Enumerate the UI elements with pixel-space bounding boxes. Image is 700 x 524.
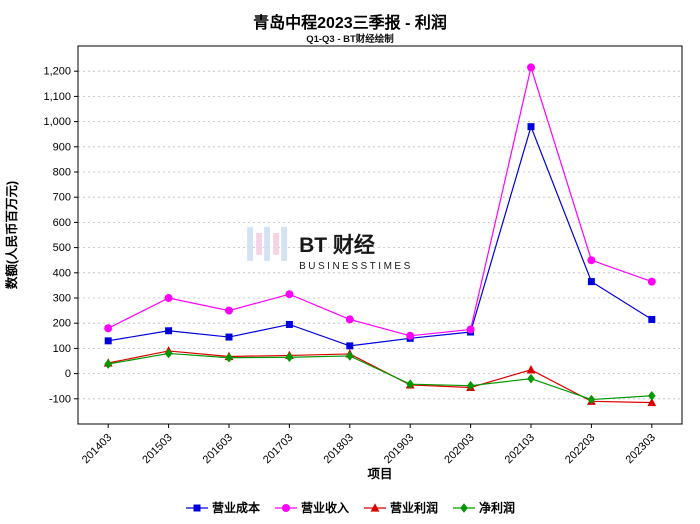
marker-diamond: [346, 351, 354, 361]
y-tick-label: 600: [53, 217, 71, 229]
x-tick-label: 202303: [623, 432, 657, 466]
y-tick-label: 900: [53, 141, 71, 153]
legend-marker-icon: [453, 502, 476, 513]
y-tick-label: 1,200: [43, 66, 71, 78]
y-tick-label: 400: [53, 267, 71, 279]
legend-item: 营业利润: [363, 499, 438, 516]
plot-area: BT 财经 BUSINESSTIMES -100 0 100 200 300 400 500 60…: [4, 45, 683, 481]
watermark: BT 财经 BUSINESSTIMES: [247, 226, 413, 272]
y-tick-label: 500: [53, 242, 71, 254]
legend-label: 营业成本: [211, 501, 260, 515]
marker-circle: [285, 290, 294, 299]
legend-item: 营业成本: [185, 499, 260, 516]
marker-square: [193, 504, 201, 511]
marker-circle: [225, 306, 233, 315]
y-tick-label: 700: [53, 192, 71, 204]
y-tick-label: 100: [53, 343, 71, 355]
marker-triangle: [370, 502, 380, 512]
marker-circle: [345, 315, 354, 324]
x-tick-label: 201603: [201, 432, 235, 466]
legend-marker-icon: [274, 503, 297, 512]
marker-square: [527, 123, 535, 131]
series-line: [108, 352, 652, 401]
y-tick-label: 1,000: [43, 116, 71, 128]
watermark-bar: [247, 226, 254, 261]
series-line: [108, 350, 652, 404]
legend-label: 营业利润: [390, 501, 439, 515]
marker-diamond: [648, 390, 656, 401]
marker-square: [225, 333, 233, 341]
x-tick-label: 201803: [321, 432, 355, 466]
x-tick-label: 201403: [80, 432, 114, 466]
marker-square: [648, 315, 656, 323]
y-tick-label: 300: [53, 293, 71, 305]
watermark-bar: [264, 226, 271, 261]
x-tick-label: 202203: [563, 432, 597, 466]
series-line: [107, 65, 653, 337]
watermark-bar: [273, 232, 280, 255]
marker-circle: [104, 324, 113, 333]
marker-diamond: [587, 394, 596, 405]
watermark-bar: [281, 226, 288, 261]
axis-box: [77, 45, 683, 425]
marker-diamond: [164, 348, 173, 359]
legend-label: 净利润: [479, 501, 516, 515]
marker-diamond: [406, 379, 414, 389]
legend-item: 营业收入: [274, 499, 349, 516]
y-axis-label: 数额(人民币百万元): [4, 181, 19, 290]
marker-circle: [587, 256, 596, 265]
x-tick-label: 201903: [382, 432, 416, 466]
x-tick-label: 201703: [261, 432, 295, 466]
y-tick-label: 800: [53, 167, 71, 179]
marker-circle: [466, 325, 475, 334]
y-tick-label: -100: [49, 393, 71, 405]
marker-square: [285, 320, 293, 328]
marker-triangle: [647, 397, 657, 407]
marker-circle: [164, 294, 173, 302]
series-line: [108, 124, 653, 347]
marker-diamond: [527, 373, 535, 384]
marker-circle: [527, 63, 535, 72]
marker-diamond: [466, 380, 475, 391]
y-tick-label: 1,100: [43, 91, 71, 103]
legend-marker-icon: [185, 504, 208, 511]
watermark-subtitle: BUSINESSTIMES: [299, 261, 413, 272]
legend: 营业成本 营业收入 营业利润 净利润: [0, 499, 700, 516]
marker-square: [587, 278, 595, 286]
marker-diamond: [460, 502, 468, 513]
marker-circle: [406, 331, 415, 340]
watermark-title: BT 财经: [299, 233, 375, 257]
legend-item: 净利润: [452, 499, 515, 516]
y-tick-label: 0: [65, 368, 71, 380]
marker-triangle: [526, 365, 536, 374]
chart-title: 青岛中程2023三季报 - 利润: [253, 15, 447, 32]
marker-square: [346, 342, 354, 350]
marker-diamond: [225, 352, 233, 363]
x-tick-label: 201503: [140, 432, 174, 466]
marker-diamond: [285, 352, 294, 363]
x-tick-label: 202003: [442, 432, 476, 466]
y-tick-label: 200: [53, 318, 71, 330]
x-axis-label: 项目: [367, 467, 392, 481]
chart-subtitle: Q1-Q3 - BT财经绘制: [306, 34, 394, 45]
marker-diamond: [104, 359, 112, 369]
marker-square: [165, 327, 173, 335]
legend-label: 营业收入: [300, 501, 349, 515]
watermark-bar: [256, 232, 263, 255]
marker-circle: [281, 503, 290, 512]
legend-marker-icon: [364, 502, 386, 512]
x-tick-label: 202103: [503, 432, 537, 466]
marker-square: [104, 337, 112, 345]
marker-circle: [647, 277, 656, 286]
